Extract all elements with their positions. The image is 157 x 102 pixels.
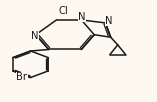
Text: Br: Br — [16, 72, 27, 82]
Text: N: N — [31, 31, 39, 41]
Text: Cl: Cl — [59, 6, 68, 16]
Text: N: N — [105, 16, 113, 26]
Text: N: N — [78, 12, 86, 22]
